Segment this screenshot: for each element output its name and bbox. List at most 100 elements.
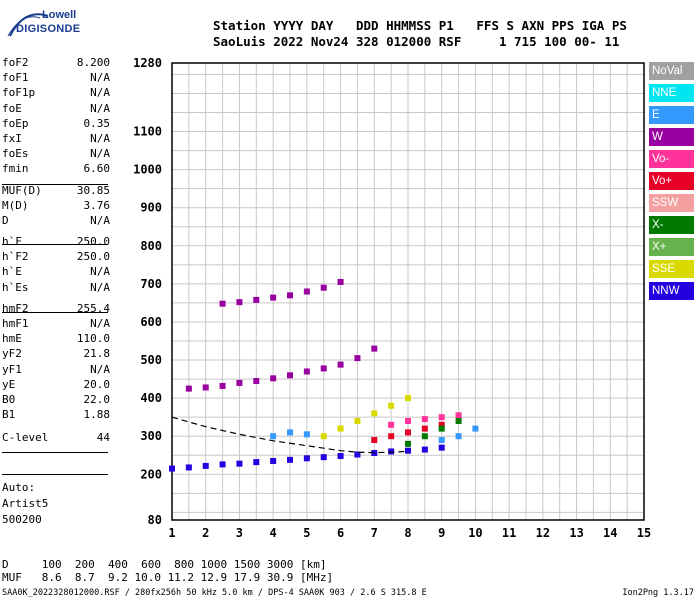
data-point <box>388 402 395 409</box>
data-point <box>388 433 395 440</box>
param-value: 3.76 <box>83 198 111 212</box>
param-key: yF2 <box>2 347 22 361</box>
logo-line2: DIGISONDE <box>16 23 81 35</box>
plot-frame <box>171 62 645 521</box>
parameter-panel: foF2 8.200 foF1 N/A foF1p N/A foE N/A foEp 0.35 fx… <box>2 56 110 447</box>
data-point <box>438 421 445 428</box>
data-point <box>219 300 226 307</box>
data-point <box>405 395 411 402</box>
param-value: 250.0 <box>76 250 110 264</box>
polarization-legend: NoVal NNE E W Vo- Vo+ SSW X- X+ SSE NNW <box>649 62 694 304</box>
x-tick-label: 9 <box>438 526 445 540</box>
param-key: MUF(D) <box>2 183 42 197</box>
param-row: hmE 110.0 <box>2 332 110 347</box>
chart-marks <box>169 278 479 472</box>
data-point <box>337 453 344 460</box>
data-point <box>438 437 445 444</box>
x-tick-label: 11 <box>502 526 516 540</box>
data-point <box>438 425 445 432</box>
header-line2: SaoLuis 2022 Nov24 328 012000 RSF 1 715 … <box>213 34 620 49</box>
legend-item: SSE <box>649 260 694 278</box>
x-tick-label: 4 <box>270 526 277 540</box>
param-value: N/A <box>90 317 110 330</box>
data-point <box>202 384 209 391</box>
data-point <box>388 421 395 428</box>
logo-mark <box>7 13 49 37</box>
data-point <box>270 375 277 382</box>
separator <box>2 474 108 475</box>
param-key: foF2 <box>2 56 29 69</box>
data-point <box>320 433 327 440</box>
param-value: N/A <box>90 213 110 227</box>
param-key: B1 <box>2 408 16 422</box>
param-row: foF1 N/A <box>2 71 110 86</box>
param-key: hmF1 <box>2 317 29 330</box>
param-row: M(D) 3.76 <box>2 199 110 214</box>
param-row: D N/A <box>2 214 110 229</box>
param-row: foE N/A <box>2 102 110 117</box>
data-point <box>202 462 209 469</box>
data-point <box>472 425 479 432</box>
param-key: yF1 <box>2 362 22 376</box>
param-value: 255.4 <box>76 301 110 315</box>
muf-distance-row: D 100 200 400 600 800 1000 1500 3000 [km… <box>2 558 327 571</box>
separator <box>2 452 108 453</box>
param-value: N/A <box>90 101 110 115</box>
separator <box>2 184 108 185</box>
param-key: h`F <box>2 235 22 249</box>
x-tick-label: 14 <box>603 526 617 540</box>
x-tick-label: 8 <box>404 526 411 540</box>
legend-item: E <box>649 106 694 124</box>
param-value: 44 <box>96 431 110 445</box>
legend-item: W <box>649 128 694 146</box>
legend-item: NoVal <box>649 62 694 80</box>
param-row: yE 20.0 <box>2 378 110 393</box>
param-row: foEp 0.35 <box>2 117 110 132</box>
param-row: yF2 21.8 <box>2 347 110 362</box>
logo-line1: Lowell <box>42 9 77 21</box>
y-tick-label: 1280 <box>133 56 162 70</box>
param-row: foF1p N/A <box>2 86 110 101</box>
data-point <box>185 385 192 392</box>
param-row: yF1 N/A <box>2 363 110 378</box>
data-point <box>354 355 361 362</box>
data-point <box>337 425 344 432</box>
param-value: N/A <box>90 131 110 145</box>
data-point <box>371 437 378 444</box>
data-point <box>438 444 445 451</box>
x-tick-label: 12 <box>536 526 550 540</box>
param-key: foE <box>2 101 22 115</box>
chart-grid <box>171 63 645 520</box>
param-value: N/A <box>90 265 110 279</box>
y-tick-label: 80 <box>148 513 162 527</box>
param-row: hmF1 N/A <box>2 317 110 332</box>
data-point <box>421 425 428 432</box>
data-point <box>405 429 411 436</box>
data-point <box>354 417 361 424</box>
data-point <box>371 345 378 352</box>
param-row: h`F 250.0 <box>2 235 110 250</box>
param-key: foF1 <box>2 71 29 85</box>
param-value: 110.0 <box>76 332 110 346</box>
data-point <box>405 447 411 454</box>
separator <box>2 312 108 313</box>
x-tick-label: 6 <box>337 526 344 540</box>
data-point <box>287 456 293 463</box>
param-value: N/A <box>90 86 110 100</box>
legend-item: SSW <box>649 194 694 212</box>
param-value: 6.60 <box>83 162 111 176</box>
param-row: C-level 44 <box>2 431 110 446</box>
data-point <box>337 278 344 285</box>
data-point <box>421 446 428 453</box>
header-line1: Station YYYY DAY DDD HHMMSS P1 FFS S AXN… <box>213 18 627 33</box>
data-point <box>438 414 445 421</box>
auto-line1: Auto: <box>2 481 36 494</box>
data-point <box>320 284 327 291</box>
data-point <box>455 412 462 419</box>
profile-curve <box>171 416 409 454</box>
x-tick-label: 7 <box>371 526 378 540</box>
param-key: fmin <box>2 162 29 176</box>
y-tick-label: 1100 <box>133 125 162 139</box>
data-point <box>421 433 428 440</box>
param-value: 20.0 <box>83 377 111 391</box>
